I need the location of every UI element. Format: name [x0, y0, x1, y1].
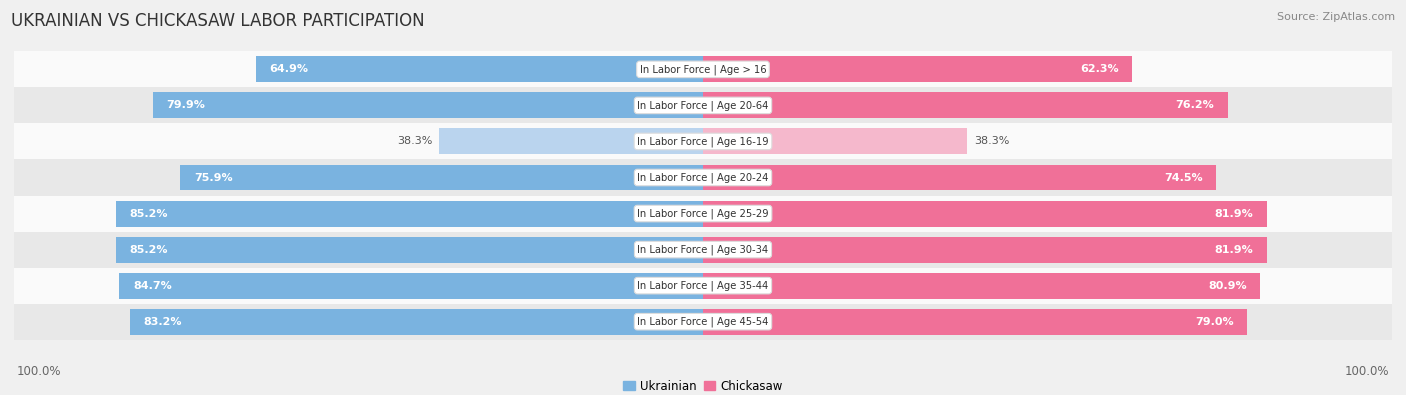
- Text: Source: ZipAtlas.com: Source: ZipAtlas.com: [1277, 12, 1395, 22]
- Text: In Labor Force | Age > 16: In Labor Force | Age > 16: [640, 64, 766, 75]
- Text: 100.0%: 100.0%: [17, 365, 62, 378]
- Text: UKRAINIAN VS CHICKASAW LABOR PARTICIPATION: UKRAINIAN VS CHICKASAW LABOR PARTICIPATI…: [11, 12, 425, 30]
- Text: 85.2%: 85.2%: [129, 209, 169, 218]
- Text: 38.3%: 38.3%: [974, 136, 1010, 147]
- Bar: [703, 56, 1132, 82]
- Bar: [120, 273, 703, 299]
- Text: 81.9%: 81.9%: [1215, 245, 1254, 255]
- Bar: [703, 92, 1227, 118]
- Bar: [256, 56, 703, 82]
- Bar: [703, 273, 1260, 299]
- Text: In Labor Force | Age 20-24: In Labor Force | Age 20-24: [637, 172, 769, 183]
- Text: In Labor Force | Age 45-54: In Labor Force | Age 45-54: [637, 316, 769, 327]
- Bar: [14, 160, 1392, 196]
- Text: 100.0%: 100.0%: [1344, 365, 1389, 378]
- Text: 64.9%: 64.9%: [270, 64, 309, 74]
- Bar: [14, 268, 1392, 304]
- Bar: [117, 201, 703, 226]
- Bar: [14, 51, 1392, 87]
- Bar: [14, 196, 1392, 231]
- Text: 38.3%: 38.3%: [396, 136, 432, 147]
- Bar: [439, 128, 703, 154]
- Bar: [703, 128, 967, 154]
- Text: 76.2%: 76.2%: [1175, 100, 1215, 111]
- Text: 62.3%: 62.3%: [1080, 64, 1118, 74]
- Bar: [703, 165, 1216, 190]
- Text: 84.7%: 84.7%: [134, 280, 172, 291]
- Bar: [703, 201, 1267, 226]
- Bar: [14, 304, 1392, 340]
- Text: In Labor Force | Age 30-34: In Labor Force | Age 30-34: [637, 245, 769, 255]
- Text: 75.9%: 75.9%: [194, 173, 232, 182]
- Text: 83.2%: 83.2%: [143, 317, 183, 327]
- Bar: [703, 309, 1247, 335]
- Text: 85.2%: 85.2%: [129, 245, 169, 255]
- Bar: [703, 237, 1267, 263]
- Text: In Labor Force | Age 16-19: In Labor Force | Age 16-19: [637, 136, 769, 147]
- Text: In Labor Force | Age 20-64: In Labor Force | Age 20-64: [637, 100, 769, 111]
- Bar: [14, 87, 1392, 123]
- Bar: [117, 237, 703, 263]
- Text: 79.0%: 79.0%: [1195, 317, 1233, 327]
- Text: 81.9%: 81.9%: [1215, 209, 1254, 218]
- Bar: [180, 165, 703, 190]
- Text: 79.9%: 79.9%: [166, 100, 205, 111]
- Legend: Ukrainian, Chickasaw: Ukrainian, Chickasaw: [619, 375, 787, 395]
- Bar: [14, 123, 1392, 160]
- Bar: [14, 231, 1392, 268]
- Bar: [152, 92, 703, 118]
- Text: In Labor Force | Age 25-29: In Labor Force | Age 25-29: [637, 208, 769, 219]
- Bar: [129, 309, 703, 335]
- Text: 80.9%: 80.9%: [1208, 280, 1247, 291]
- Text: In Labor Force | Age 35-44: In Labor Force | Age 35-44: [637, 280, 769, 291]
- Text: 74.5%: 74.5%: [1164, 173, 1202, 182]
